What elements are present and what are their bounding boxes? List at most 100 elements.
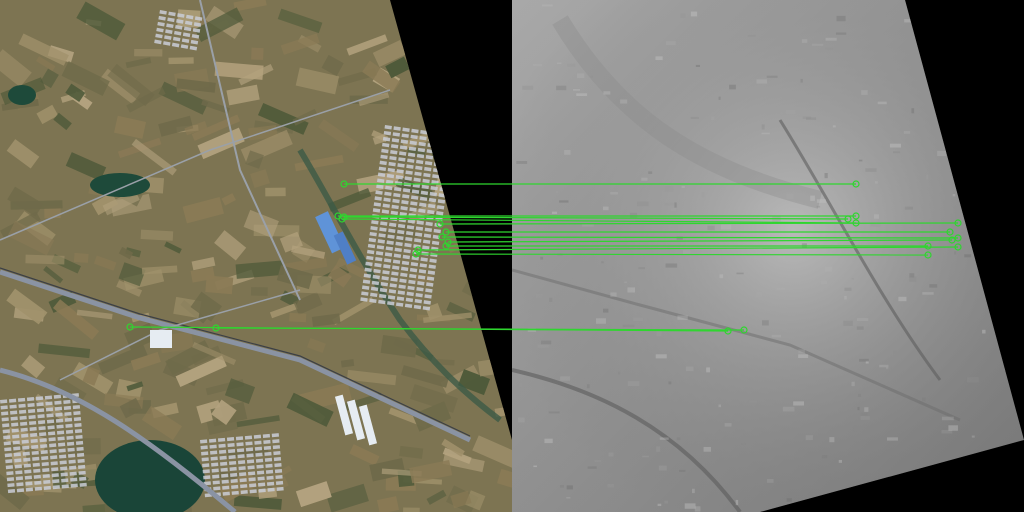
raster-texture [922,397,926,402]
building [16,482,24,487]
building [30,432,38,437]
raster-texture [540,256,544,260]
match-line [441,236,959,239]
building [220,461,228,466]
building [370,226,378,231]
farm-field [113,115,147,139]
building [382,203,390,208]
building [25,481,33,486]
farm-field [61,61,110,96]
building [177,13,185,18]
building [221,473,229,478]
match-line [341,218,857,224]
building [10,416,18,421]
keypoint-right [724,327,732,335]
building [70,483,78,488]
building [385,179,394,185]
raster-texture [657,503,662,507]
building [34,480,42,485]
keypoint-right [924,251,932,259]
building [401,200,409,205]
building [249,489,257,494]
raster-texture [541,4,553,7]
building [47,431,56,436]
building [247,471,256,476]
building [1,411,9,416]
raster-texture [771,334,782,338]
building [50,461,58,466]
building [12,440,20,445]
raster-texture [556,85,567,91]
raster-texture [911,108,915,114]
raster-texture [666,41,676,46]
farm-field [168,57,194,65]
farm-field [36,104,59,125]
farm-field [42,417,61,433]
building [275,480,284,486]
building [446,139,454,145]
building [387,167,395,173]
building [175,24,183,30]
raster-texture [941,429,953,434]
building [379,160,387,166]
building [417,281,425,286]
raster-texture [825,37,837,41]
building [36,402,44,407]
keypoint-left [340,213,348,221]
farm-field [472,435,512,470]
raster-texture [567,63,576,67]
farm-field [416,56,442,68]
raster-texture [898,296,907,302]
raster-texture [718,404,722,408]
farm-field [131,138,177,176]
building [397,223,406,229]
raster-texture [761,124,765,130]
building [210,450,218,455]
building [13,452,21,457]
farm-field [442,452,485,473]
raster-texture [860,416,870,420]
farm-field [291,245,326,259]
building [405,297,414,303]
farm-field [269,303,298,319]
building [14,464,22,469]
building [432,234,441,240]
building [155,33,163,39]
building [230,478,238,483]
farm-field [192,342,237,366]
farm-field [307,338,326,353]
building [425,155,434,160]
building [263,445,272,450]
farm-field [221,193,236,206]
raster-texture [608,452,614,457]
building [402,127,410,132]
building [445,145,453,151]
building [415,159,424,165]
raster-texture [934,26,938,31]
building [69,465,77,470]
farm-field [21,354,46,379]
building [381,148,389,154]
raster-texture [844,287,852,291]
raster-texture [851,278,854,280]
building [397,229,405,235]
raster-texture [740,442,746,445]
farm-field [118,246,134,260]
building [360,297,368,302]
farm-field [18,33,69,66]
building [58,448,66,453]
raster-texture [664,202,674,206]
raster-texture [516,161,528,164]
building [63,399,71,404]
building [75,434,83,440]
farm-field [68,438,101,455]
building [73,417,82,422]
building [69,471,77,476]
building [66,441,75,446]
farm-field [358,92,390,107]
building [372,274,380,280]
building [168,11,176,17]
raster-texture [870,223,881,227]
building [40,450,48,455]
building [273,457,282,462]
